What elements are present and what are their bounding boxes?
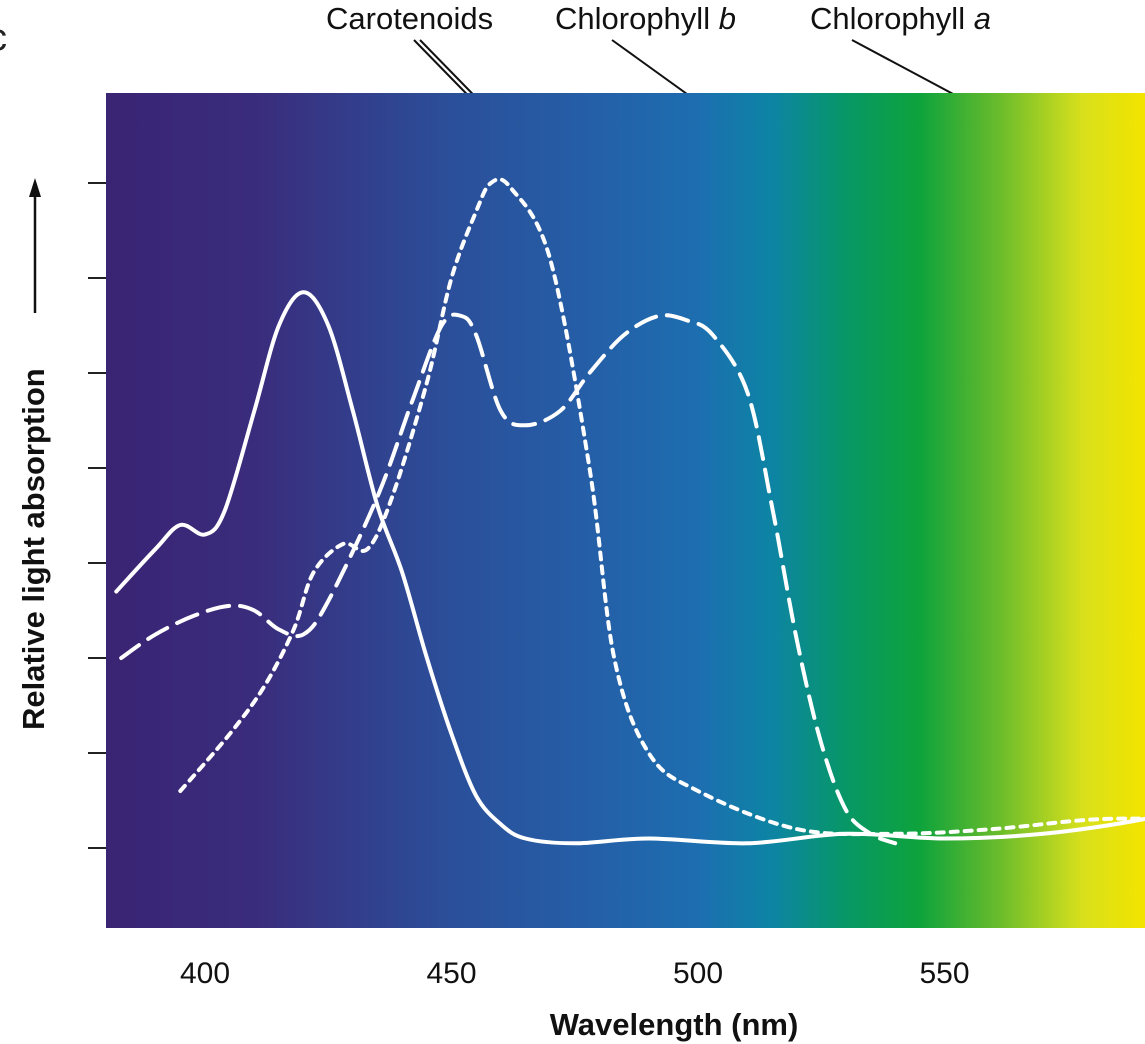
x-tick-label: 450 [426, 957, 476, 990]
x-axis-title: Wavelength (nm) [550, 1007, 799, 1042]
y-axis-title-group: Relative light absorption [16, 178, 51, 730]
legend-label-chlorophyll-a: Chlorophyll a [810, 1, 991, 36]
series-line-chlorophyll-b [178, 177, 1145, 837]
series-line-carotenoids [119, 312, 898, 846]
x-tick-label: 400 [180, 957, 230, 990]
panel-label: c [0, 17, 7, 59]
legend-label-carotenoids: Carotenoids [326, 1, 493, 36]
y-axis-ticks [88, 182, 106, 849]
y-axis-arrow-head [29, 178, 41, 197]
legend-label-chlorophyll-b: Chlorophyll b [555, 1, 736, 36]
y-axis-title: Relative light absorption [16, 368, 51, 730]
legend-labels: Carotenoids Chlorophyll b Chlorophyll a [326, 1, 991, 36]
x-tick-label: 500 [673, 957, 723, 990]
spectrum-plot-area [106, 93, 1145, 928]
x-axis-tick-labels: 400450500550600650700 [180, 957, 970, 990]
x-tick-label: 550 [919, 957, 969, 990]
data-series [114, 177, 1145, 846]
